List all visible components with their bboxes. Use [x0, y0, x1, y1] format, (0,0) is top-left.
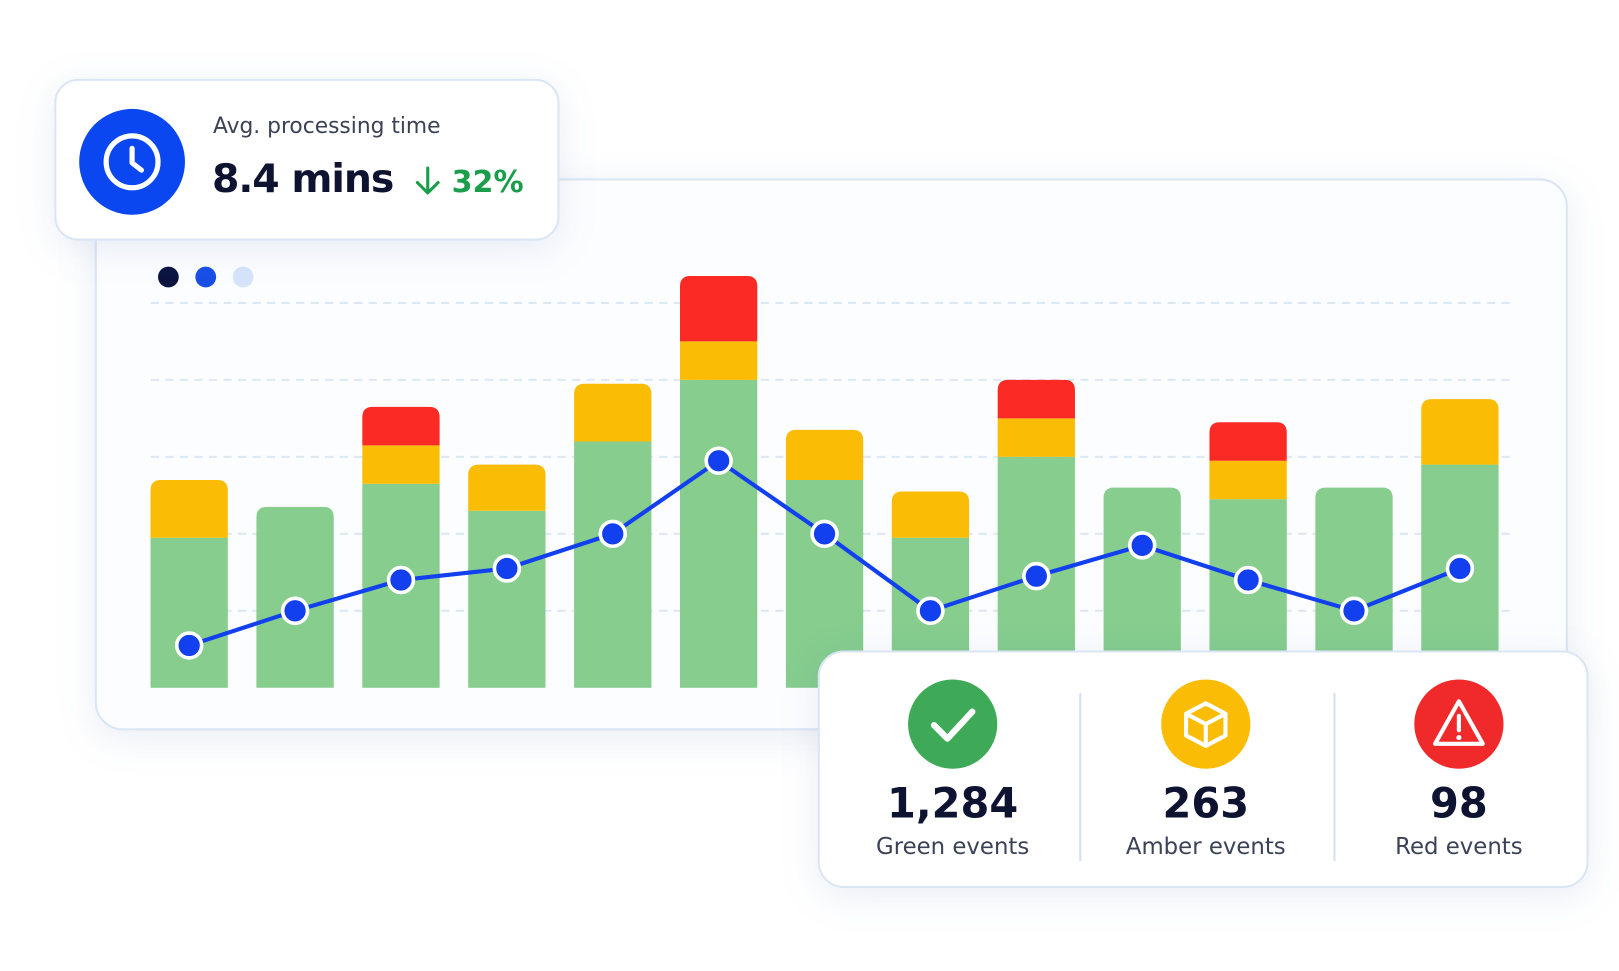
metric-change: 32% [452, 165, 524, 200]
plot [150, 275, 1513, 688]
check-icon [908, 679, 998, 769]
bar-segment [1209, 422, 1287, 461]
metric-value: 8.4 mins [212, 156, 393, 202]
stat-label: Green events [876, 834, 1029, 860]
bar-segment [574, 383, 652, 442]
stat-value: 98 [1430, 778, 1488, 827]
line-point [1445, 554, 1475, 583]
down-arrow [415, 166, 440, 195]
line-point [1127, 531, 1157, 560]
line-point [704, 446, 733, 475]
line-point [174, 631, 204, 660]
bar-segment [679, 379, 758, 688]
line-point [280, 596, 310, 626]
line-point [916, 596, 945, 626]
warning-dot [1456, 734, 1462, 741]
stats-card: 1,284 Green events 263 Amber events 98 R… [817, 650, 1589, 889]
line-point [1022, 561, 1051, 591]
check-mark [930, 708, 976, 742]
bar-segment [891, 491, 970, 538]
dot [232, 266, 254, 288]
line-point [1339, 596, 1369, 626]
bar-segment [679, 275, 758, 342]
stat-value: 263 [1162, 778, 1249, 827]
stat-value: 1,284 [887, 778, 1018, 827]
box-glyph [1183, 701, 1228, 748]
bar-segment [1103, 487, 1181, 688]
line-point [386, 565, 416, 595]
bar-segment [1209, 460, 1287, 500]
bar-segment [468, 464, 546, 511]
card-bg [54, 78, 560, 241]
bar-segment [997, 418, 1075, 457]
warning-glyph [1432, 699, 1485, 746]
clock-face [103, 133, 161, 191]
line-point [598, 519, 628, 549]
bar-segment [362, 406, 440, 446]
bar-segment [997, 379, 1075, 419]
stat-label: Red events [1395, 834, 1522, 860]
summary-card: Avg. processing time 8.4 mins 32% [54, 78, 560, 241]
card-bg [817, 650, 1589, 889]
line-point [810, 519, 839, 549]
bar-segment [150, 479, 228, 538]
bar-segment [679, 341, 758, 380]
dot [158, 266, 179, 288]
line-point [1233, 565, 1263, 595]
bar-segment [574, 441, 652, 688]
dot [195, 266, 217, 288]
bar-segment [1315, 487, 1393, 688]
metric-label: Avg. processing time [213, 114, 441, 139]
stat-label: Amber events [1126, 834, 1286, 860]
bar-segment [785, 429, 864, 480]
line-point [492, 554, 522, 583]
bar-segment [150, 537, 228, 688]
bar-segment [1421, 399, 1499, 465]
bar-segment [362, 445, 440, 484]
clock-hands [129, 145, 145, 173]
bar-segment [468, 510, 546, 688]
